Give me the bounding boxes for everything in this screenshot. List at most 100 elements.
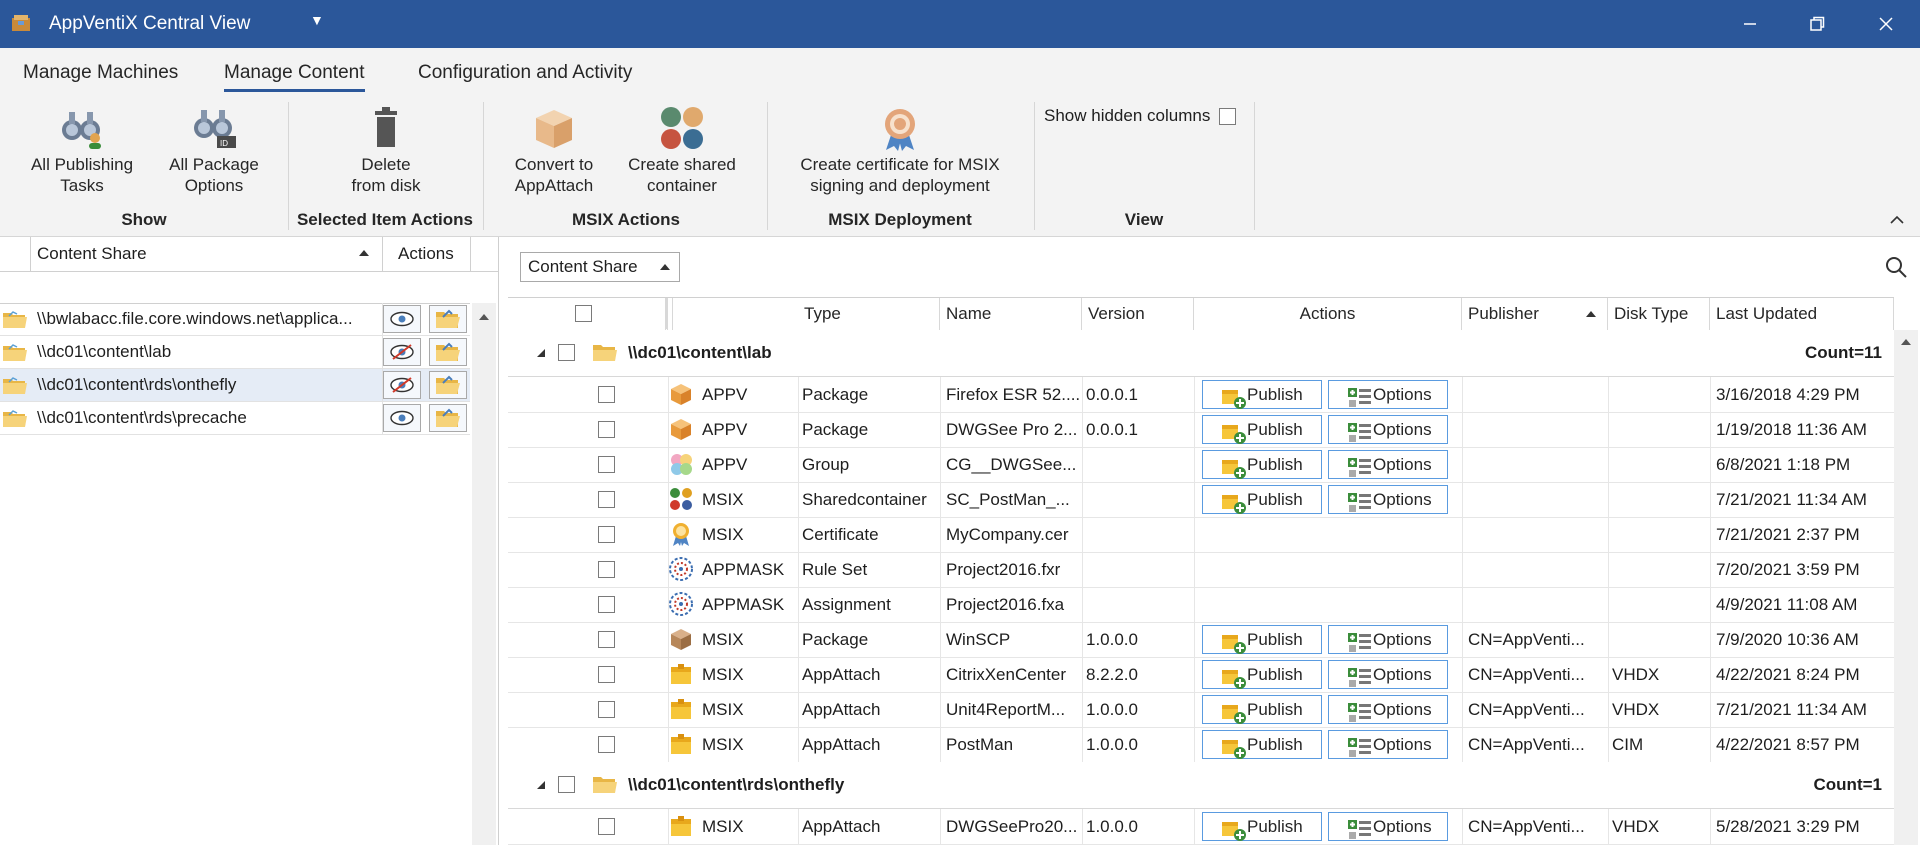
table-row[interactable]: APPMASK Rule Set Project2016.fxr 7/20/2021 … (508, 552, 1894, 588)
table-row[interactable]: MSIX AppAttach DWGSeePro20... 1.0.0.0 CN=App… (508, 809, 1894, 845)
options-button[interactable]: Options (1328, 450, 1448, 479)
row-checkbox[interactable] (598, 736, 615, 753)
publisher-column-header[interactable]: Publisher (1462, 298, 1608, 330)
row-checkbox[interactable] (598, 386, 615, 403)
table-row[interactable]: MSIX Certificate MyCompany.cer 7/21/2021 2:… (508, 517, 1894, 553)
publish-button[interactable]: Publish (1202, 625, 1322, 654)
table-row[interactable]: APPV Package DWGSee Pro 2... 0.0.0.1 1/19/20… (508, 412, 1894, 448)
name-column-header[interactable]: Name (940, 298, 1082, 330)
content-share-column-header[interactable]: Content Share (37, 244, 147, 263)
search-icon[interactable] (1884, 255, 1908, 279)
table-row[interactable]: APPV Group CG__DWGSee... 6/8/2021 1:18 PM Pu… (508, 447, 1894, 483)
table-row[interactable]: APPMASK Assignment Project2016.fxa 4/9/2021… (508, 587, 1894, 623)
show-hidden-columns[interactable]: Show hidden columns (1044, 106, 1237, 126)
collapse-group-icon[interactable] (536, 780, 546, 790)
ribbon: All Publishing Tasks ID All Package Opti… (0, 98, 1920, 237)
publish-button[interactable]: Publish (1202, 450, 1322, 479)
collapse-ribbon-icon[interactable] (1890, 212, 1904, 230)
name-cell: Project2016.fxa (946, 595, 1065, 614)
open-folder-icon[interactable] (429, 305, 467, 333)
publish-button[interactable]: Publish (1202, 812, 1322, 841)
all-package-options-button[interactable]: ID All Package Options (154, 104, 274, 196)
grid-scrollbar[interactable] (1894, 330, 1918, 845)
folder-icon (592, 341, 618, 368)
options-button[interactable]: Options (1328, 730, 1448, 759)
group-by-chip[interactable]: Content Share (520, 252, 680, 282)
restore-button[interactable] (1783, 0, 1851, 48)
options-button[interactable]: Options (1328, 695, 1448, 724)
row-checkbox[interactable] (598, 491, 615, 508)
publish-button[interactable]: Publish (1202, 660, 1322, 689)
column-divider (1608, 377, 1609, 762)
table-row[interactable]: APPV Package Firefox ESR 52.... 0.0.0.1 3/16… (508, 377, 1894, 413)
tab-manage-machines[interactable]: Manage Machines (23, 62, 179, 83)
all-publishing-tasks-button[interactable]: All Publishing Tasks (22, 104, 142, 196)
table-row[interactable]: MSIX AppAttach CitrixXenCenter 8.2.2.0 CN=Ap… (508, 657, 1894, 693)
ribbon-separator (767, 102, 768, 230)
row-checkbox[interactable] (598, 631, 615, 648)
delete-from-disk-button[interactable]: Delete from disk (326, 104, 446, 196)
version-column-header[interactable]: Version (1082, 298, 1194, 330)
row-checkbox[interactable] (598, 701, 615, 718)
options-button[interactable]: Options (1328, 380, 1448, 409)
group-row[interactable]: \\dc01\content\rds\onthefly Count=1 (508, 762, 1894, 809)
visibility-off-icon[interactable] (383, 338, 421, 366)
row-checkbox[interactable] (598, 526, 615, 543)
visibility-icon[interactable] (383, 404, 421, 432)
last-updated-cell: 1/19/2018 11:36 AM (1716, 420, 1867, 439)
type-cell: AppAttach (802, 735, 881, 754)
certificate-ribbon-icon (885, 109, 915, 151)
table-row[interactable]: MSIX Package WinSCP 1.0.0.0 CN=AppVenti... 7/… (508, 622, 1894, 658)
quick-access-dropdown-icon[interactable]: ▼ (310, 12, 324, 28)
create-shared-container-button[interactable]: Create shared container (622, 104, 742, 196)
row-checkbox[interactable] (598, 666, 615, 683)
row-checkbox[interactable] (598, 421, 615, 438)
open-folder-icon[interactable] (429, 404, 467, 432)
publish-button[interactable]: Publish (1202, 415, 1322, 444)
tab-configuration-activity[interactable]: Configuration and Activity (418, 62, 633, 83)
row-checkbox[interactable] (598, 596, 615, 613)
last-updated-column-header[interactable]: Last Updated (1710, 298, 1894, 330)
publish-button[interactable]: Publish (1202, 380, 1322, 409)
open-folder-icon[interactable] (429, 371, 467, 399)
content-share-pane: Content Share Actions \\bwlabacc.file.co… (0, 237, 499, 845)
options-button[interactable]: Options (1328, 812, 1448, 841)
options-button[interactable]: Options (1328, 485, 1448, 514)
collapse-group-icon[interactable] (536, 348, 546, 358)
create-certificate-button[interactable]: Create certificate for MSIX signing and … (790, 104, 1010, 196)
disk-type-column-header[interactable]: Disk Type (1608, 298, 1710, 330)
table-row[interactable]: MSIX AppAttach Unit4ReportM... 1.0.0.0 CN=Ap… (508, 692, 1894, 728)
content-share-row[interactable]: \\bwlabacc.file.core.windows.net\applica… (0, 303, 470, 336)
group-row[interactable]: \\dc01\content\lab Count=11 (508, 330, 1894, 377)
visibility-off-icon[interactable] (383, 371, 421, 399)
open-folder-icon[interactable] (429, 338, 467, 366)
row-checkbox[interactable] (598, 561, 615, 578)
left-scrollbar[interactable] (472, 303, 496, 845)
filter-row[interactable] (0, 271, 470, 304)
type-column-header[interactable]: Type (798, 298, 940, 330)
options-button[interactable]: Options (1328, 415, 1448, 444)
publish-button[interactable]: Publish (1202, 730, 1322, 759)
content-share-row[interactable]: \\dc01\content\lab (0, 336, 470, 369)
type-cell: Package (802, 420, 869, 439)
group-checkbox[interactable] (558, 344, 575, 361)
show-hidden-columns-checkbox[interactable] (1219, 108, 1237, 126)
tab-manage-content[interactable]: Manage Content (224, 62, 365, 92)
select-all-checkbox[interactable] (575, 305, 592, 322)
convert-to-appattach-button[interactable]: Convert to AppAttach (494, 104, 614, 196)
publish-button[interactable]: Publish (1202, 695, 1322, 724)
content-share-row[interactable]: \\dc01\content\rds\precache (0, 402, 470, 435)
group-checkbox[interactable] (558, 776, 575, 793)
row-checkbox[interactable] (598, 818, 615, 835)
minimize-button[interactable] (1716, 0, 1784, 48)
publish-button[interactable]: Publish (1202, 485, 1322, 514)
row-checkbox[interactable] (598, 456, 615, 473)
table-row[interactable]: MSIX AppAttach PostMan 1.0.0.0 CN=AppVenti..… (508, 727, 1894, 763)
close-button[interactable] (1852, 0, 1920, 48)
content-share-row[interactable]: \\dc01\content\rds\onthefly (0, 369, 470, 402)
table-row[interactable]: MSIX Sharedcontainer SC_PostMan_... 7/21/20… (508, 482, 1894, 518)
visibility-icon[interactable] (383, 305, 421, 333)
options-button[interactable]: Options (1328, 660, 1448, 689)
last-updated-cell: 7/21/2021 11:34 AM (1716, 490, 1867, 509)
options-button[interactable]: Options (1328, 625, 1448, 654)
